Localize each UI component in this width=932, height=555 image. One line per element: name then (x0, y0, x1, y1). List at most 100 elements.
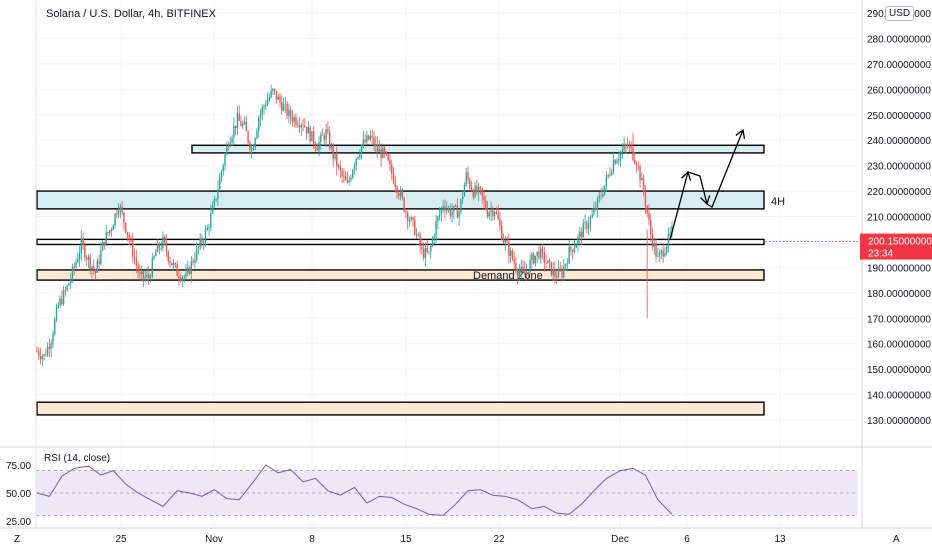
candle-body (245, 121, 248, 131)
candle-body (474, 185, 476, 198)
candle-body (527, 271, 530, 273)
candle (297, 120, 299, 128)
candle (156, 239, 159, 253)
candle-body (595, 208, 597, 210)
candle (48, 338, 51, 358)
candle-body (109, 230, 111, 234)
candle (336, 146, 338, 176)
candle (98, 254, 100, 270)
candle (185, 264, 187, 281)
candle (428, 251, 430, 255)
candle (116, 209, 118, 219)
candle-body (254, 138, 256, 148)
candle (577, 234, 579, 252)
candle (105, 224, 107, 247)
candle-body (570, 246, 572, 251)
candle (529, 254, 531, 275)
candle-body (38, 351, 40, 356)
candle (477, 182, 480, 202)
candle-body (84, 245, 86, 259)
candle-body (532, 253, 535, 264)
auto-scale-button[interactable]: A (893, 534, 900, 545)
candle (302, 118, 304, 132)
time-tick-label: 15 (400, 534, 412, 545)
candle (543, 246, 545, 272)
candle-body (121, 206, 123, 213)
candle (279, 92, 281, 107)
candle-body (534, 255, 537, 264)
candle (288, 103, 290, 124)
candle-body (623, 144, 625, 150)
candle-body (618, 158, 620, 161)
candle-body (437, 216, 439, 222)
candle-body (461, 196, 464, 200)
time-tick-label: 8 (309, 534, 315, 545)
currency-badge[interactable]: USD (885, 6, 915, 21)
candle (167, 250, 169, 265)
zone-4h-label: 4H (771, 196, 785, 208)
candle-body (538, 251, 540, 258)
candle-body (467, 172, 469, 180)
candle-body (350, 177, 352, 181)
candle-body (431, 238, 434, 247)
candle (626, 136, 629, 149)
candle (547, 260, 549, 264)
candle (64, 286, 67, 297)
candle-body (206, 227, 208, 230)
candle (540, 245, 542, 265)
candle-body (357, 157, 359, 159)
candle-body (529, 260, 531, 273)
candle (77, 252, 79, 264)
candle (341, 168, 343, 183)
candle (492, 206, 494, 221)
candle-body (71, 266, 74, 279)
candle-body (644, 191, 647, 206)
candle-body (289, 109, 292, 118)
candle (648, 204, 650, 226)
candle (247, 129, 249, 146)
candle-body (635, 163, 638, 166)
candle-body (456, 205, 459, 218)
candle (589, 215, 592, 232)
candle-body (424, 247, 427, 258)
candle-body (383, 148, 386, 152)
candle-body (190, 261, 193, 274)
candle (107, 231, 109, 236)
price-tick-label: 150.00000000 (867, 365, 931, 376)
candle (261, 104, 263, 121)
candle (563, 258, 565, 282)
candle-body (442, 206, 444, 209)
candle (325, 124, 327, 147)
candle-body (591, 214, 593, 218)
candle (387, 153, 389, 162)
candle-body (513, 258, 515, 264)
candle-body (273, 88, 276, 92)
price-tick-label: 220.00000000 (867, 187, 931, 198)
candle-body (39, 355, 42, 360)
candle (344, 171, 347, 181)
candle (178, 269, 180, 286)
candle-body (626, 145, 629, 147)
candle (359, 148, 361, 160)
candle-body (160, 247, 162, 249)
candle (222, 163, 224, 176)
timezone-button[interactable]: Z (14, 534, 21, 545)
candle (607, 174, 609, 180)
candle-body (421, 246, 423, 249)
candle-body (176, 264, 178, 276)
candle-body (561, 270, 563, 277)
candle-body (252, 147, 255, 150)
candle (610, 168, 613, 177)
candle-body (589, 217, 592, 225)
candle-body (518, 271, 521, 277)
candle (91, 266, 93, 279)
candle-body (323, 135, 326, 140)
candle-body (320, 134, 322, 142)
candle-body (272, 88, 274, 91)
candle (591, 207, 593, 219)
current-price-badge[interactable] (860, 233, 932, 260)
candle (472, 188, 475, 200)
candle (438, 206, 441, 221)
